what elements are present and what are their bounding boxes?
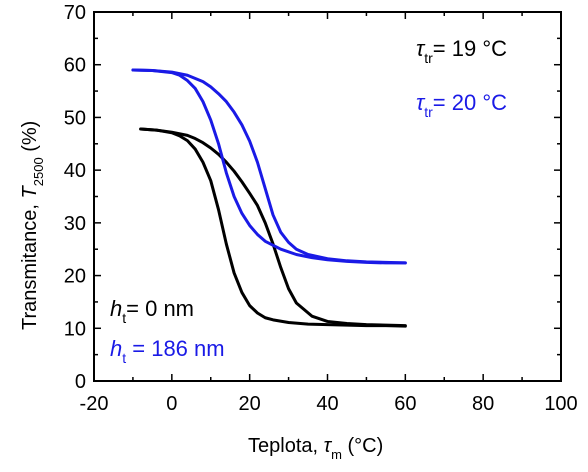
y-tick-label: 20 (64, 266, 86, 288)
annotation-h-black-symbol: h (110, 296, 122, 321)
y-tick-label: 70 (64, 2, 86, 24)
annotation-h-blue: ht = 186 nm (110, 336, 225, 366)
y-axis-label: Transmitance, T2500 (%) (19, 121, 46, 330)
x-axis-label-symbol: τ (324, 435, 333, 457)
y-axis-label-subscript: 2500 (31, 157, 46, 186)
x-tick-label: 80 (472, 393, 494, 415)
y-tick-label: 40 (64, 160, 86, 182)
axis-ticks (93, 11, 562, 382)
x-axis-label: Teplota, τm (°C) (248, 435, 383, 462)
plot-lines (131, 68, 407, 328)
series-line-1 (139, 127, 407, 328)
y-tick-label: 30 (64, 213, 86, 235)
annotation-tau-black-subscript: tr (424, 50, 433, 66)
x-tick-label: 40 (316, 393, 338, 415)
y-axis-label-unit: (%) (19, 121, 41, 158)
y-tick-label: 50 (64, 107, 86, 129)
annotation-tau-blue-subscript: tr (424, 104, 433, 120)
annotation-tau-black-text: = 19 °C (433, 36, 507, 61)
annotation-h-black-subscript: t (122, 310, 126, 326)
annotation-tau-black-symbol: τ (416, 36, 426, 61)
annotation-tau-blue: τtr= 20 °C (416, 90, 507, 120)
annotation-h-black: ht= 0 nm (110, 296, 194, 326)
annotation-h-blue-subscript: t (122, 350, 126, 366)
y-axis-label-main: Transmitance, (19, 198, 41, 330)
x-axis-label-unit: (°C) (342, 435, 383, 457)
y-tick-label: 60 (64, 55, 86, 77)
series-line-4 (131, 68, 407, 265)
x-axis-label-main: Teplota, (248, 435, 324, 457)
y-tick-label: 0 (75, 371, 86, 393)
annotation-h-blue-symbol: h (110, 336, 122, 361)
annotation-tau-blue-text: = 20 °C (433, 90, 507, 115)
y-tick-label: 10 (64, 318, 86, 340)
y-axis-label-symbol: T (19, 184, 41, 198)
annotation-tau-blue-symbol: τ (416, 90, 426, 115)
annotation-tau-black: τtr= 19 °C (416, 36, 507, 66)
annotation-h-black-text: = 0 nm (126, 296, 194, 321)
x-tick-label: -20 (80, 393, 109, 415)
annotation-h-blue-text: = 186 nm (126, 336, 224, 361)
x-tick-label: 20 (239, 393, 261, 415)
x-tick-label: 100 (544, 393, 577, 415)
x-tick-label: 60 (394, 393, 416, 415)
x-axis-label-subscript: m (331, 447, 342, 462)
x-tick-label: 0 (166, 393, 177, 415)
series-line-2 (139, 127, 407, 328)
